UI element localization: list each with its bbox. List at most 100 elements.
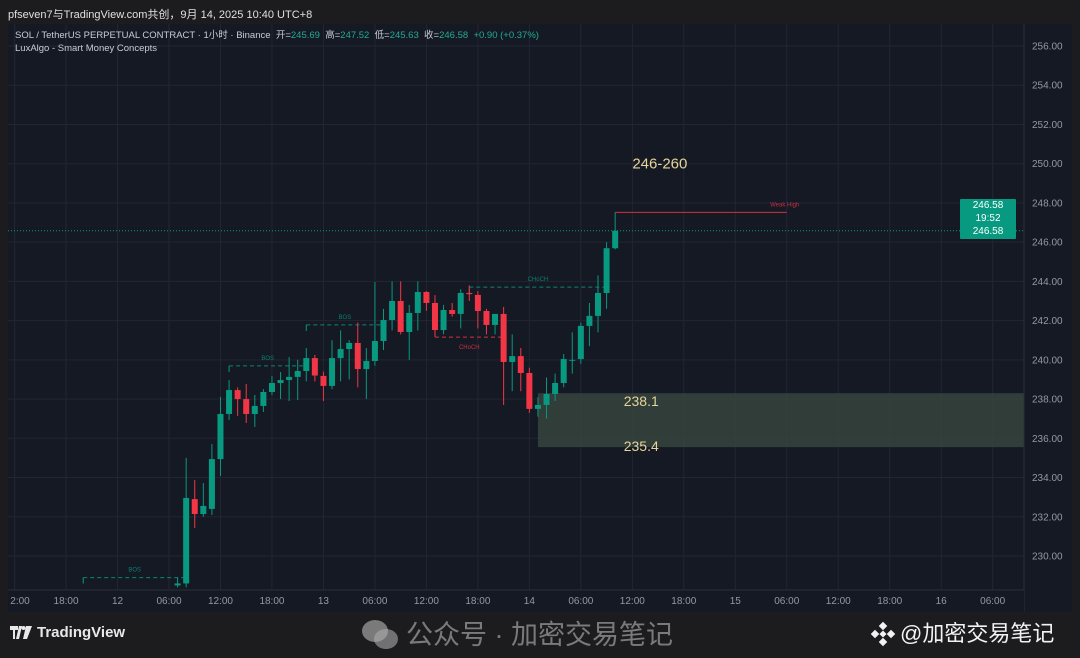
price-tick-label: 230.00 xyxy=(1032,551,1063,562)
candle-body xyxy=(311,358,318,376)
open-value: 245.69 xyxy=(290,30,320,41)
candle-body xyxy=(406,312,413,332)
price-tick-label: 256.00 xyxy=(1032,42,1063,53)
candle-body xyxy=(243,399,250,414)
candle-body xyxy=(543,393,550,405)
price-chart[interactable]: BOS BOS BOS CHoCH CHoCH Weak High 246-260 238.1… xyxy=(8,24,1072,612)
candle-body xyxy=(389,300,396,321)
high-label: 高= xyxy=(325,30,341,41)
price-annotation: 235.4 xyxy=(624,438,659,454)
time-tick-label: 06:00 xyxy=(980,596,1005,607)
candle-body xyxy=(234,390,241,400)
price-annotation: 238.1 xyxy=(624,393,659,409)
price-tick-label: 232.00 xyxy=(1032,512,1063,523)
chart-legend: SOL / TetherUS PERPETUAL CONTRACT · 1小时 … xyxy=(15,29,539,55)
time-tick-label: 18:00 xyxy=(671,596,696,607)
open-label: 开= xyxy=(275,30,291,41)
wechat-icon xyxy=(362,620,398,649)
candle-body xyxy=(466,292,473,295)
candle-body xyxy=(560,359,567,383)
candle-body xyxy=(423,291,430,303)
close-value: 246.58 xyxy=(439,30,469,41)
binance-watermark: @加密交易笔记 xyxy=(870,620,1054,648)
time-tick-label: 18:00 xyxy=(877,596,902,607)
candle-body xyxy=(320,375,327,386)
chart-panel[interactable]: BOS BOS BOS CHoCH CHoCH Weak High 246-260 238.1… xyxy=(8,24,1072,612)
candle-body xyxy=(397,300,404,332)
candle-body xyxy=(277,380,284,383)
price-tick-label: 242.00 xyxy=(1032,316,1063,327)
candle-body xyxy=(329,358,336,386)
attribution-text: pfseven7与TradingView.com共创，9月 14, 2025 1… xyxy=(8,9,313,21)
structure-label: BOS xyxy=(261,356,274,362)
structure-label: Weak High xyxy=(770,202,799,208)
symbol-title[interactable]: SOL / TetherUS PERPETUAL CONTRACT · 1小时 … xyxy=(15,30,271,41)
low-label: 低= xyxy=(374,30,390,41)
price-tick-label: 252.00 xyxy=(1032,120,1063,131)
time-tick-label: 12:00 xyxy=(826,596,851,607)
candle-body xyxy=(183,497,190,584)
structure-label: BOS xyxy=(339,315,352,321)
candle-body xyxy=(440,310,447,331)
price-tick-label: 244.00 xyxy=(1032,277,1063,288)
time-tick-label: 18:00 xyxy=(465,596,490,607)
candle-body xyxy=(492,313,499,325)
wechat-watermark-text: 公众号 · 加密交易笔记 xyxy=(406,620,673,650)
time-tick-label: 2:00 xyxy=(10,596,30,607)
candle-body xyxy=(260,392,267,406)
candle-body xyxy=(552,382,559,394)
time-tick-label: 16 xyxy=(936,596,948,607)
time-tick-label: 12:00 xyxy=(414,596,439,607)
price-tick-label: 254.00 xyxy=(1032,81,1063,92)
candle-body xyxy=(286,376,293,381)
price-tick-label: 240.00 xyxy=(1032,355,1063,366)
time-tick-label: 12:00 xyxy=(620,596,645,607)
change-value: +0.90 (+0.37%) xyxy=(473,30,539,41)
candle-body xyxy=(217,413,224,460)
price-tick-label: 248.00 xyxy=(1032,198,1063,209)
time-tick-label: 06:00 xyxy=(156,596,181,607)
last-price: 246.58 xyxy=(972,200,1004,211)
candle-body xyxy=(474,294,481,311)
candle-body xyxy=(268,382,275,393)
tradingview-logo-icon xyxy=(10,626,32,639)
time-tick-label: 12 xyxy=(112,596,124,607)
binance-icon xyxy=(870,621,896,647)
time-tick-label: 18:00 xyxy=(259,596,284,607)
candle-body xyxy=(251,405,258,414)
time-tick-label: 06:00 xyxy=(568,596,593,607)
candle-body xyxy=(363,361,370,370)
candle-body xyxy=(226,390,233,414)
binance-watermark-text: @加密交易笔记 xyxy=(900,621,1055,646)
candle-body xyxy=(569,359,576,361)
candle-body xyxy=(577,325,584,360)
candle-body xyxy=(603,248,610,293)
price-tick-label: 246.00 xyxy=(1032,238,1063,249)
candle-body xyxy=(595,292,601,316)
time-tick-label: 13 xyxy=(318,596,330,607)
candle-body xyxy=(200,505,207,515)
candle-body xyxy=(431,302,438,331)
tradingview-logo[interactable]: TradingView xyxy=(10,624,125,641)
tradingview-logo-text: TradingView xyxy=(37,624,126,641)
candle-body xyxy=(354,342,361,370)
candle-body xyxy=(517,356,524,373)
time-tick-label: 18:00 xyxy=(54,596,79,607)
candle-body xyxy=(526,372,533,409)
time-tick-label: 06:00 xyxy=(774,596,799,607)
time-tick-label: 06:00 xyxy=(362,596,387,607)
structure-label: CHoCH xyxy=(528,277,549,283)
candle-body xyxy=(500,313,507,362)
candle-body xyxy=(174,583,181,586)
structure-label: CHoCH xyxy=(459,345,480,351)
price-tick-label: 238.00 xyxy=(1032,395,1063,406)
price-tick-label: 236.00 xyxy=(1032,434,1063,445)
time-tick-label: 15 xyxy=(730,596,742,607)
candle-body xyxy=(191,499,198,515)
symbol-ohlc-line: SOL / TetherUS PERPETUAL CONTRACT · 1小时 … xyxy=(15,29,539,42)
close-label: 收= xyxy=(424,30,440,41)
price-axis xyxy=(1024,24,1072,612)
time-tick-label: 12:00 xyxy=(208,596,233,607)
indicator-title[interactable]: LuxAlgo - Smart Money Concepts xyxy=(15,43,158,54)
candle-body xyxy=(534,404,541,409)
